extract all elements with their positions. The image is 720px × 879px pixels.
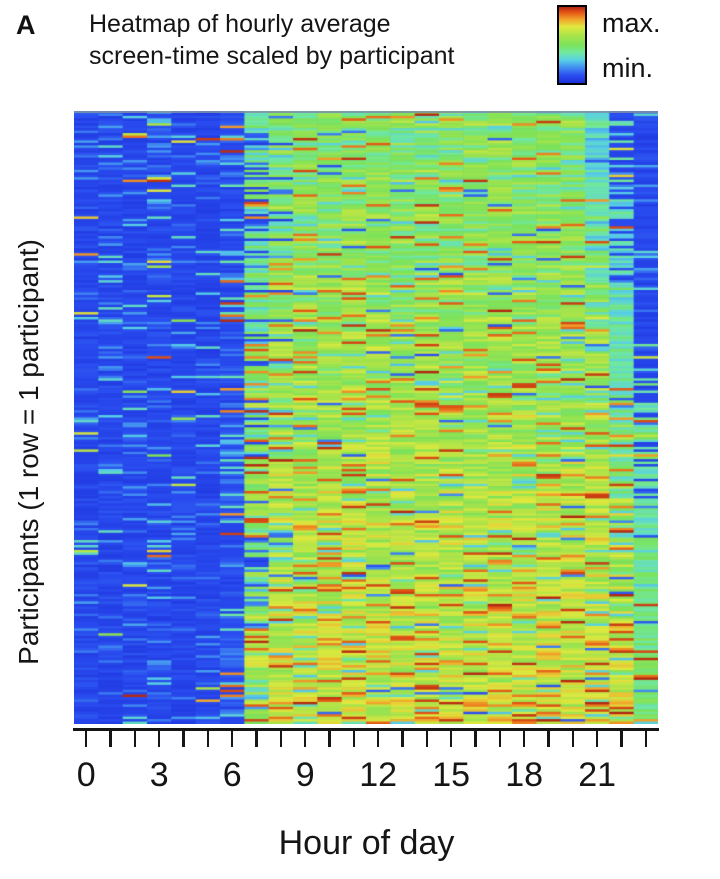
x-tick-label-12: 12 (359, 756, 398, 794)
x-tick-label-0: 0 (76, 756, 96, 794)
x-tick-hour-21 (595, 728, 599, 747)
x-tick-hour-12 (376, 728, 380, 747)
x-tick-hour-22 (620, 728, 623, 747)
chart-title-line2: screen-time scaled by participant (89, 42, 455, 70)
x-tick-label-9: 9 (295, 756, 315, 794)
heatmap-top-edge (74, 111, 658, 113)
x-tick-hour-17 (498, 728, 502, 747)
x-tick-hour-8 (279, 728, 283, 747)
y-axis-label: Participants (1 row = 1 participant) (13, 239, 44, 665)
x-tick-label-18: 18 (505, 756, 544, 794)
x-tick-hour-23 (644, 728, 648, 747)
x-tick-hour-13 (401, 728, 404, 747)
legend-max-label: max. (602, 8, 661, 38)
x-tick-hour-14 (425, 728, 429, 747)
x-tick-hour-11 (352, 728, 356, 747)
x-tick-hour-2 (133, 728, 137, 747)
x-tick-hour-15 (449, 728, 453, 747)
x-tick-hour-9 (303, 728, 307, 747)
x-tick-hour-5 (206, 728, 210, 747)
x-tick-label-3: 3 (149, 756, 169, 794)
x-tick-label-15: 15 (432, 756, 471, 794)
x-axis-line (73, 728, 659, 731)
x-tick-hour-6 (230, 728, 234, 747)
x-tick-hour-0 (84, 728, 88, 747)
x-tick-hour-7 (255, 728, 258, 747)
x-tick-hour-16 (474, 728, 477, 747)
x-tick-hour-1 (109, 728, 112, 747)
x-tick-hour-4 (182, 728, 185, 747)
x-tick-hour-3 (157, 728, 161, 747)
x-tick-label-21: 21 (578, 756, 617, 794)
x-tick-label-6: 6 (222, 756, 242, 794)
chart-title-line1: Heatmap of hourly average (89, 10, 391, 38)
x-axis-title: Hour of day (278, 824, 455, 862)
panel-label: A (16, 10, 36, 40)
chart-title: Heatmap of hourly average screen-time sc… (89, 8, 454, 72)
colorbar-legend (557, 5, 587, 85)
heatmap-canvas (74, 111, 658, 724)
x-tick-hour-19 (547, 728, 550, 747)
x-tick-hour-20 (571, 728, 575, 747)
x-tick-hour-10 (328, 728, 331, 747)
legend-min-label: min. (602, 53, 654, 83)
x-tick-hour-18 (522, 728, 526, 747)
